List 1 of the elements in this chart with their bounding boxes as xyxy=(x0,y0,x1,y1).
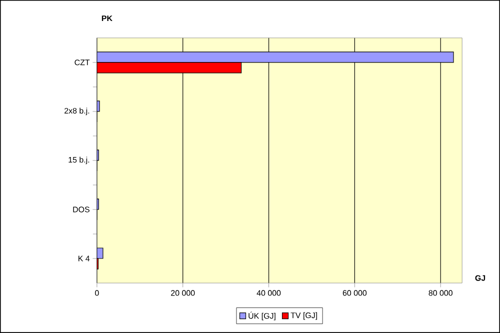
bar xyxy=(96,62,242,74)
